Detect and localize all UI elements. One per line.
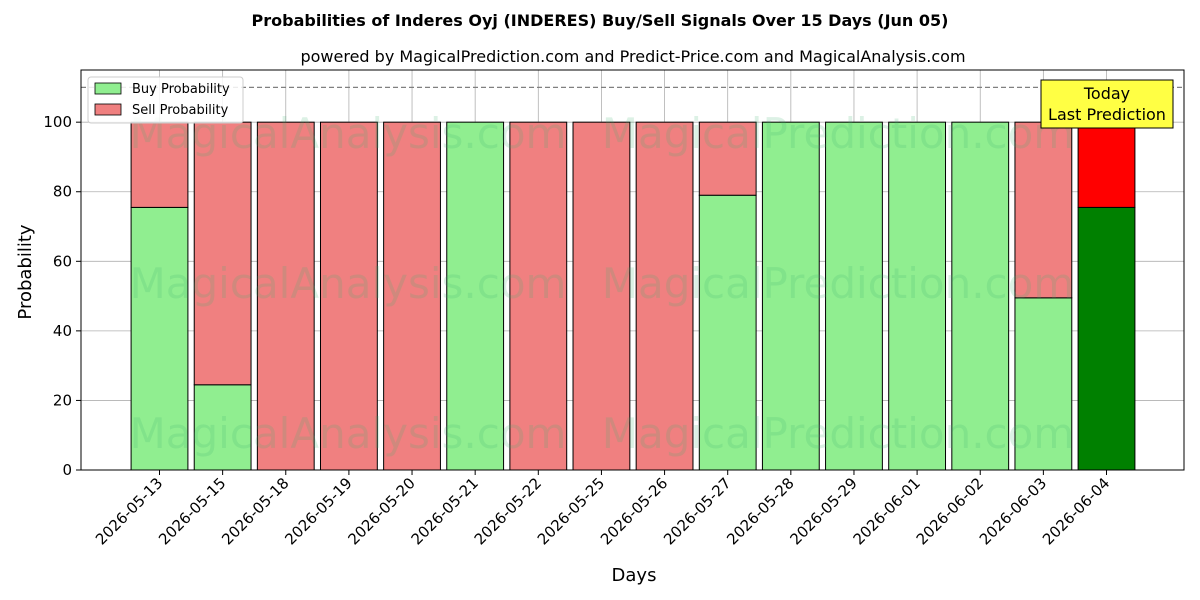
- bar-sell-2026-05-13: [130, 121, 189, 208]
- x-tick-label: 2026-06-03: [976, 474, 1050, 548]
- chart-subtitle: powered by MagicalPrediction.com and Pre…: [300, 47, 965, 66]
- watermark-text: MagicalPrediction.com: [602, 259, 1075, 308]
- bar-buy-2026-06-01: [888, 121, 947, 471]
- bars: [130, 121, 1136, 471]
- bar-sell-2026-05-20: [383, 121, 441, 471]
- y-tick-label: 80: [53, 183, 72, 201]
- bar-sell-2026-05-27: [698, 121, 757, 196]
- legend-label-sell: Sell Probability: [132, 103, 229, 118]
- y-axis-label: Probability: [15, 224, 36, 319]
- bar-sell-2026-05-26: [635, 121, 694, 471]
- legend-swatch-sell: [94, 103, 122, 116]
- legend-box: [87, 76, 244, 124]
- x-axis-label: Days: [612, 565, 657, 586]
- watermarks: MagicalAnalysis.com MagicalPrediction.com…: [130, 109, 1075, 458]
- x-tick-label: 2026-05-19: [281, 474, 355, 548]
- y-tick-label: 0: [62, 461, 72, 479]
- bar-sell-2026-05-18: [256, 121, 315, 471]
- bar-buy-2026-06-02: [951, 121, 1010, 471]
- bar-sell-2026-05-22: [509, 121, 568, 471]
- legend-label-buy: Buy Probability: [132, 82, 230, 97]
- bar-buy-2026-05-29: [825, 121, 883, 471]
- y-tick-label: 60: [53, 252, 72, 270]
- bar-buy-2026-05-28: [761, 121, 820, 471]
- bar-sell-2026-05-15: [193, 121, 252, 386]
- x-tick-label: 2026-05-25: [534, 474, 608, 548]
- watermark-text: MagicalAnalysis.com: [130, 259, 567, 308]
- bar-buy-2026-05-27: [698, 194, 757, 471]
- x-tick-label: 2026-05-18: [218, 474, 292, 548]
- bar-buy-2026-06-04: [1077, 206, 1136, 471]
- bar-sell-2026-06-04: [1077, 121, 1136, 208]
- x-tick-label: 2026-05-29: [786, 474, 860, 548]
- today-annotation-line-1: Today: [1083, 84, 1130, 103]
- bar-sell-2026-05-19: [319, 121, 378, 471]
- x-tick-label: 2026-05-22: [471, 474, 545, 548]
- watermark-text: MagicalAnalysis.com: [130, 409, 567, 458]
- x-tick-label: 2026-05-26: [597, 474, 671, 548]
- x-tick-label: 2026-06-04: [1039, 474, 1113, 548]
- y-tick-label: 40: [53, 322, 72, 340]
- bar-sell-2026-05-25: [572, 121, 631, 471]
- legend: Buy Probability Sell Probability: [87, 76, 244, 124]
- y-tick-label: 100: [43, 113, 72, 131]
- legend-swatch-buy: [94, 82, 122, 95]
- today-annotation-box: [1040, 79, 1174, 129]
- plot-frame: [80, 69, 1185, 471]
- x-tick-label: 2026-06-02: [913, 474, 987, 548]
- x-tick-label: 2026-06-01: [850, 474, 924, 548]
- x-tick-label: 2026-05-21: [408, 474, 482, 548]
- watermark-text: MagicalPrediction.com: [602, 409, 1075, 458]
- bar-buy-2026-06-03: [1014, 297, 1073, 471]
- x-tick-label: 2026-05-15: [155, 474, 229, 548]
- x-tick-label: 2026-05-20: [344, 474, 418, 548]
- watermark-text: MagicalPrediction.com: [602, 109, 1075, 158]
- today-annotation: Today Last Prediction: [1040, 79, 1174, 129]
- today-annotation-line-2: Last Prediction: [1048, 105, 1166, 124]
- bar-buy-2026-05-21: [446, 121, 505, 471]
- bar-buy-2026-05-15: [193, 384, 252, 471]
- bar-sell-2026-06-03: [1014, 121, 1073, 299]
- y-tick-label: 20: [53, 391, 72, 409]
- x-tick-label: 2026-05-27: [660, 474, 734, 548]
- x-tick-label: 2026-05-13: [92, 474, 166, 548]
- chart-title: Probabilities of Inderes Oyj (INDERES) B…: [252, 11, 949, 30]
- x-tick-label: 2026-05-28: [723, 474, 797, 548]
